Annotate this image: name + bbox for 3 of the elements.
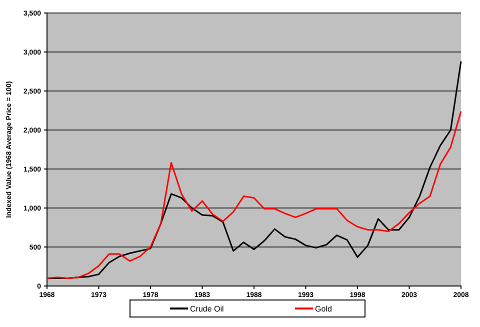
legend-label: Crude Oil xyxy=(190,304,224,314)
legend-label: Gold xyxy=(315,304,332,314)
line-series xyxy=(46,110,462,279)
